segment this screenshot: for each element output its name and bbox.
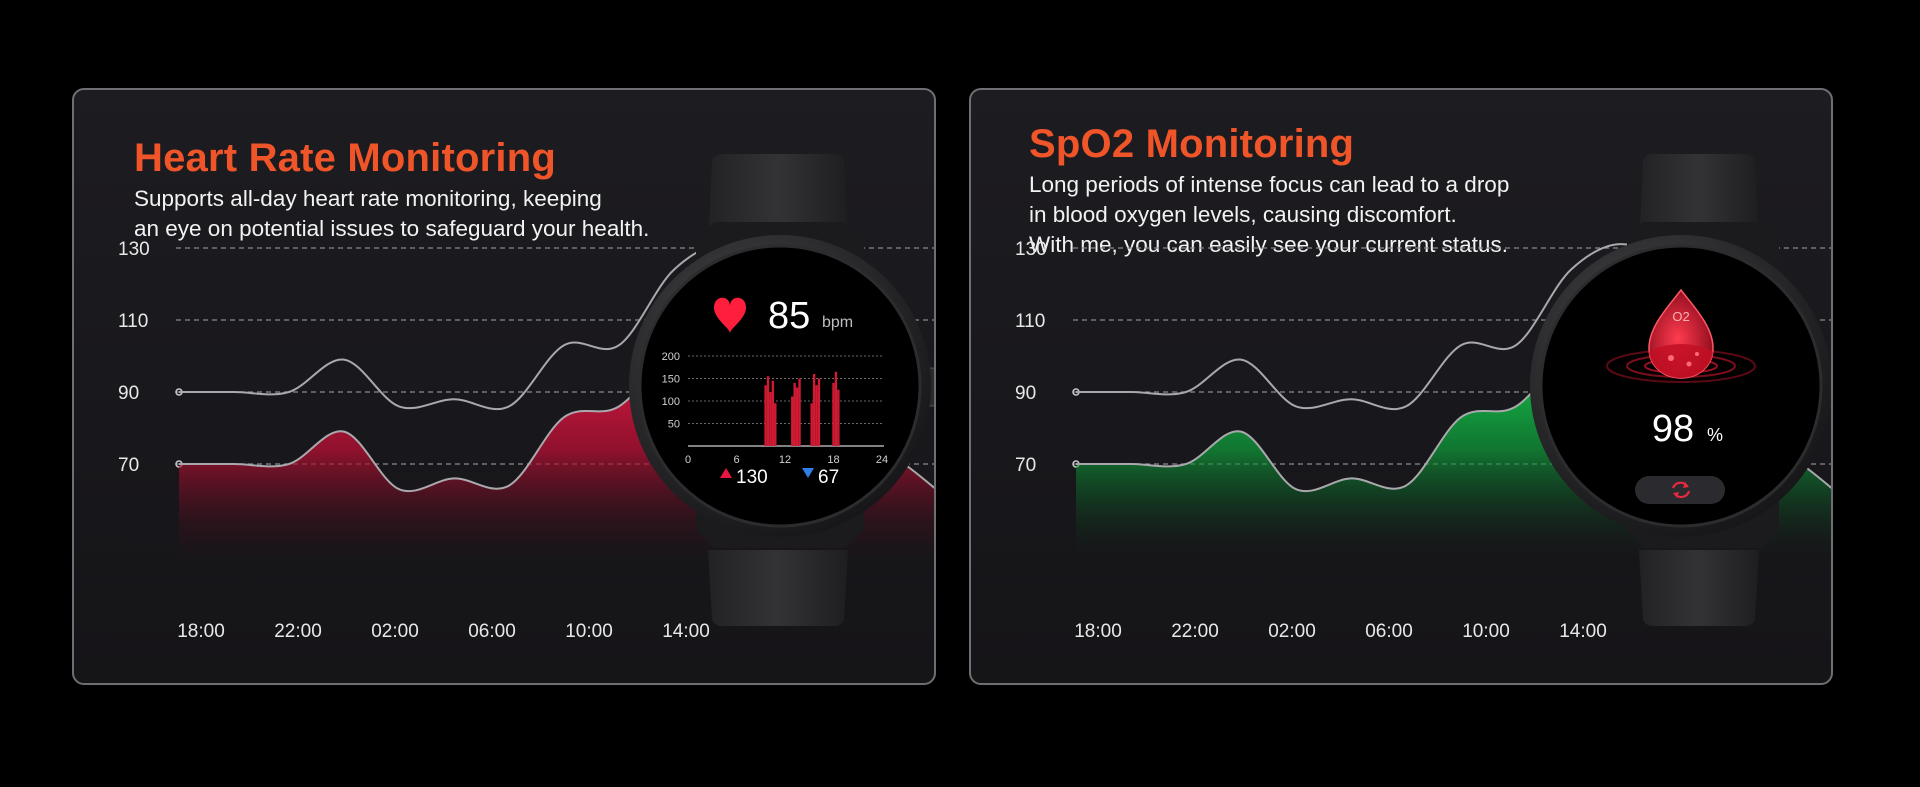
heart-rate-y-tick: 70: [118, 455, 139, 476]
heart-rate-x-tick: 18:00: [177, 621, 225, 642]
watch-bar: [834, 371, 838, 446]
spo2-desc-line-3: With me, you can easily see your current…: [1029, 232, 1508, 257]
watch-bar: [810, 403, 813, 446]
heart-rate-y-tick: 110: [118, 311, 148, 332]
watch-x-tick: 18: [827, 454, 839, 466]
watch-bar: [817, 378, 821, 446]
watch-bar: [793, 383, 796, 446]
refresh-button[interactable]: [1635, 476, 1725, 504]
watch-bpm-unit: bpm: [822, 314, 853, 331]
heart-rate-x-tick: 02:00: [371, 621, 419, 642]
watch-bar: [769, 392, 772, 446]
spo2-description: Long periods of intense focus can lead t…: [1029, 170, 1509, 260]
spo2-desc-line-1: Long periods of intense focus can lead t…: [1029, 172, 1510, 197]
watch-bar: [766, 376, 770, 446]
heart-rate-desc-line-2: an eye on potential issues to safeguard …: [134, 216, 650, 241]
heart-rate-panel: Heart Rate Monitoring Supports all-day h…: [72, 88, 936, 685]
spo2-x-tick: 06:00: [1365, 621, 1413, 642]
watch-x-tick: 24: [876, 454, 888, 466]
spo2-x-tick: 02:00: [1268, 621, 1316, 642]
watch-bar: [798, 378, 801, 446]
watch-strap-bottom: [1639, 550, 1759, 626]
spo2-x-tick: 14:00: [1559, 621, 1607, 642]
min-arrow-icon: [802, 468, 814, 478]
watch-strap-bottom: [708, 550, 848, 626]
spo2-y-tick: 110: [1015, 311, 1045, 332]
watch-y-tick: 200: [662, 351, 680, 363]
heart-rate-x-tick: 10:00: [565, 621, 613, 642]
refresh-icon: [1671, 481, 1691, 499]
spo2-x-tick: 10:00: [1462, 621, 1510, 642]
watch-y-tick: 50: [668, 419, 680, 431]
watch-bar: [837, 389, 840, 446]
watch-y-tick: 150: [662, 374, 680, 386]
heart-rate-x-tick: 22:00: [274, 621, 322, 642]
watch-x-tick: 0: [685, 454, 691, 466]
spo2-y-tick: 70: [1015, 455, 1036, 476]
watch-bar-chart: [688, 355, 884, 447]
watch-bar: [771, 380, 775, 446]
heart-rate-y-tick: 90: [118, 383, 139, 404]
watch-max-value: 130: [736, 467, 768, 488]
watch-x-tick: 6: [733, 454, 739, 466]
heart-rate-description: Supports all-day heart rate monitoring, …: [134, 184, 649, 244]
watch-bar: [832, 383, 835, 446]
smartwatch-spo2: O2 98 %: [1530, 154, 1831, 626]
oxygen-drop-icon: [1606, 288, 1756, 383]
watch-x-tick: 12: [779, 454, 791, 466]
watch-bar: [774, 403, 777, 446]
smartwatch-heart: 85 bpm 200 150 100 50 0 6 12 18 24 130 67: [629, 154, 934, 626]
spo2-unit: %: [1707, 425, 1723, 445]
drop-label: O2: [1672, 309, 1689, 324]
spo2-y-tick: 130: [1015, 239, 1047, 260]
max-arrow-icon: [720, 468, 732, 478]
spo2-panel: SpO2 Monitoring Long periods of intense …: [969, 88, 1833, 685]
heart-rate-x-tick: 06:00: [468, 621, 516, 642]
heart-rate-title: Heart Rate Monitoring: [134, 136, 556, 180]
spo2-value: 98: [1652, 408, 1694, 450]
spo2-title: SpO2 Monitoring: [1029, 122, 1355, 166]
spo2-x-tick: 18:00: [1074, 621, 1122, 642]
spo2-x-tick: 22:00: [1171, 621, 1219, 642]
watch-bar: [764, 385, 767, 446]
heart-rate-desc-line-1: Supports all-day heart rate monitoring, …: [134, 186, 602, 211]
spo2-desc-line-2: in blood oxygen levels, causing discomfo…: [1029, 202, 1457, 227]
watch-bar: [812, 374, 816, 446]
heart-icon: [714, 297, 746, 334]
watch-screen: [638, 244, 922, 528]
heart-rate-y-tick: 130: [118, 239, 150, 260]
heart-rate-x-tick: 14:00: [662, 621, 710, 642]
watch-bar: [795, 387, 799, 446]
watch-bar: [791, 396, 794, 446]
watch-bpm-value: 85: [768, 295, 810, 337]
watch-bar: [815, 385, 818, 446]
watch-screen: [1539, 244, 1823, 528]
spo2-y-tick: 90: [1015, 383, 1036, 404]
watch-min-value: 67: [818, 467, 839, 488]
watch-y-tick: 100: [662, 396, 680, 408]
